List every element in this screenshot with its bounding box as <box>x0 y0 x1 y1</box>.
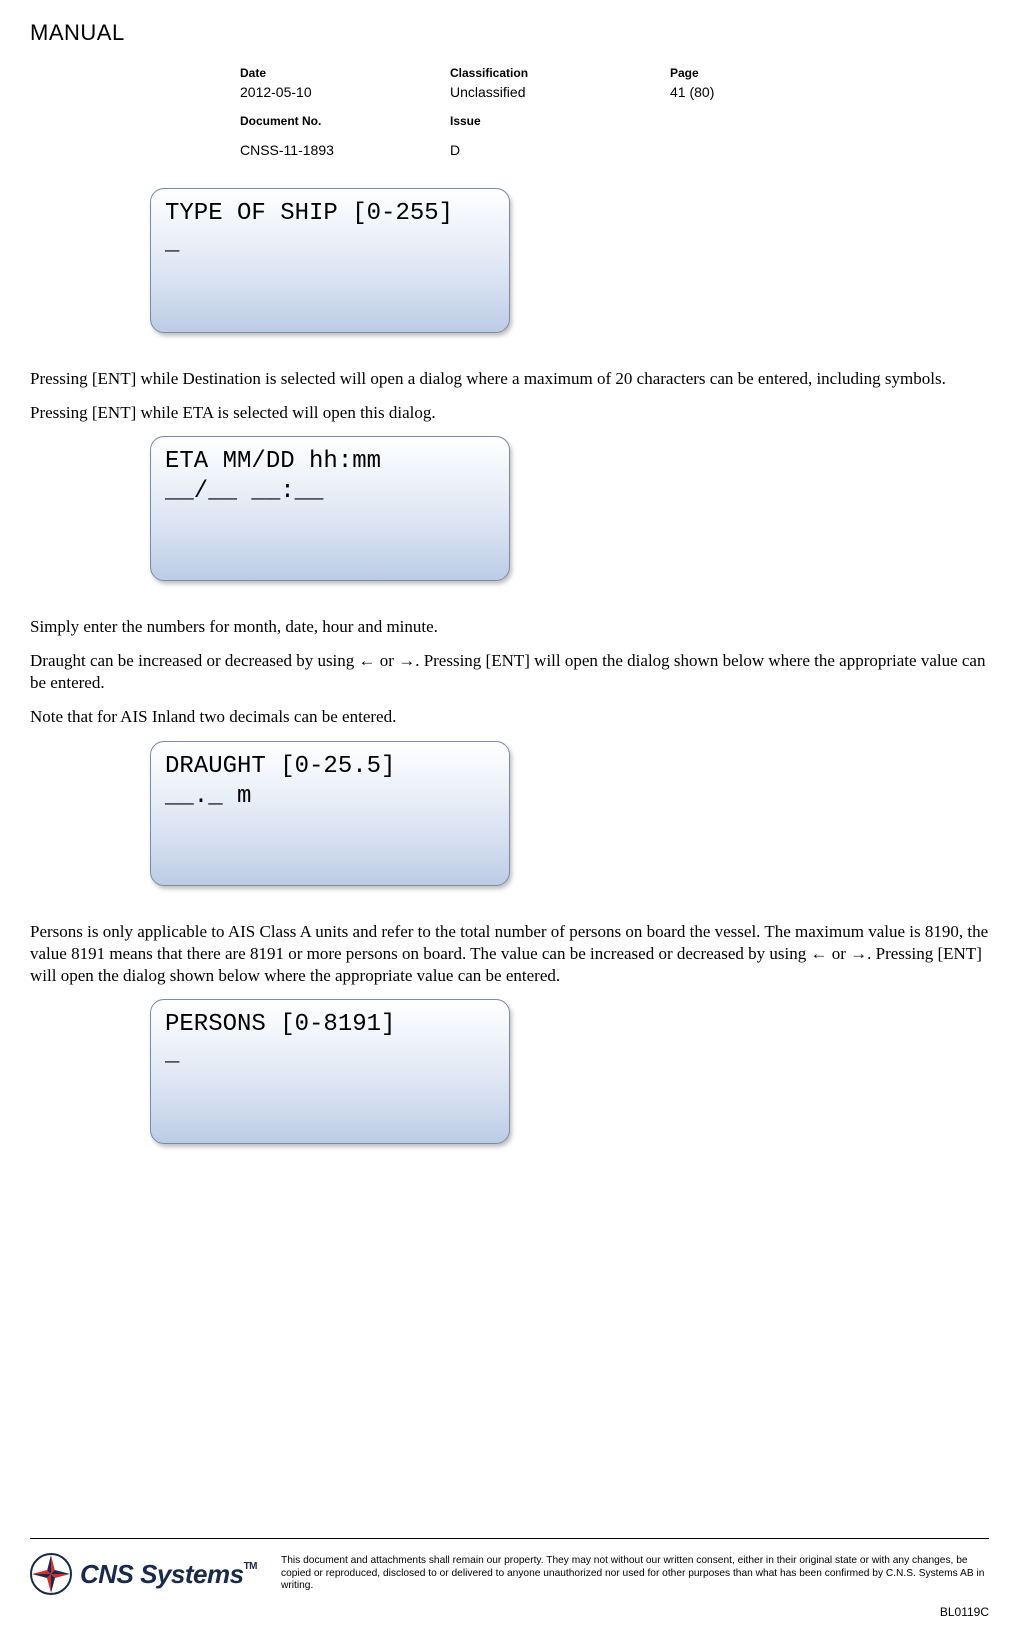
meta-page-value: 41 (80) <box>670 84 790 100</box>
meta-docno-value: CNSS-11-1893 <box>240 142 450 158</box>
meta-page-label: Page <box>670 66 790 80</box>
meta-class-label: Classification <box>450 66 670 80</box>
doc-code: BL0119C <box>30 1605 989 1619</box>
meta-issue-value: D <box>450 142 670 158</box>
lcd1-line2: _ <box>165 230 179 257</box>
para-eta-explain: Simply enter the numbers for month, date… <box>30 616 989 638</box>
meta-class-value: Unclassified <box>450 84 670 100</box>
para-persons: Persons is only applicable to AIS Class … <box>30 921 989 987</box>
meta-issue-label: Issue <box>450 114 670 128</box>
page-footer: CNS SystemsTM This document and attachme… <box>30 1530 989 1619</box>
para-draught-intro: Draught can be increased or decreased by… <box>30 650 989 694</box>
meta-date-value: 2012-05-10 <box>240 84 450 100</box>
lcd-persons: PERSONS [0-8191] _ <box>150 999 510 1144</box>
para-draught-note: Note that for AIS Inland two decimals ca… <box>30 706 989 728</box>
doc-title: MANUAL <box>30 20 989 46</box>
trademark-icon: TM <box>244 1561 257 1572</box>
lcd-eta: ETA MM/DD hh:mm __/__ __:__ <box>150 436 510 581</box>
para-eta-intro: Pressing [ENT] while ETA is selected wil… <box>30 402 989 424</box>
lcd-type-of-ship: TYPE OF SHIP [0-255] _ <box>150 188 510 333</box>
logo-text-label: CNS Systems <box>80 1559 244 1589</box>
footer-divider <box>30 1538 989 1539</box>
logo-text: CNS SystemsTM <box>80 1559 257 1590</box>
lcd4-line1: PERSONS [0-8191] <box>165 1011 395 1038</box>
lcd-draught: DRAUGHT [0-25.5] __._ m <box>150 741 510 886</box>
meta-block: Date Classification Page 2012-05-10 Uncl… <box>240 66 989 158</box>
lcd2-line2: __/__ __:__ <box>165 478 323 505</box>
lcd4-line2: _ <box>165 1041 179 1068</box>
company-logo: CNS SystemsTM <box>30 1553 257 1595</box>
meta-docno-label: Document No. <box>240 114 450 128</box>
lcd2-line1: ETA MM/DD hh:mm <box>165 448 381 475</box>
para-destination: Pressing [ENT] while Destination is sele… <box>30 368 989 390</box>
meta-date-label: Date <box>240 66 450 80</box>
lcd3-line2: __._ m <box>165 783 251 810</box>
lcd1-line1: TYPE OF SHIP [0-255] <box>165 200 453 227</box>
footer-disclaimer: This document and attachments shall rema… <box>281 1555 989 1593</box>
compass-icon <box>30 1553 72 1595</box>
lcd3-line1: DRAUGHT [0-25.5] <box>165 753 395 780</box>
